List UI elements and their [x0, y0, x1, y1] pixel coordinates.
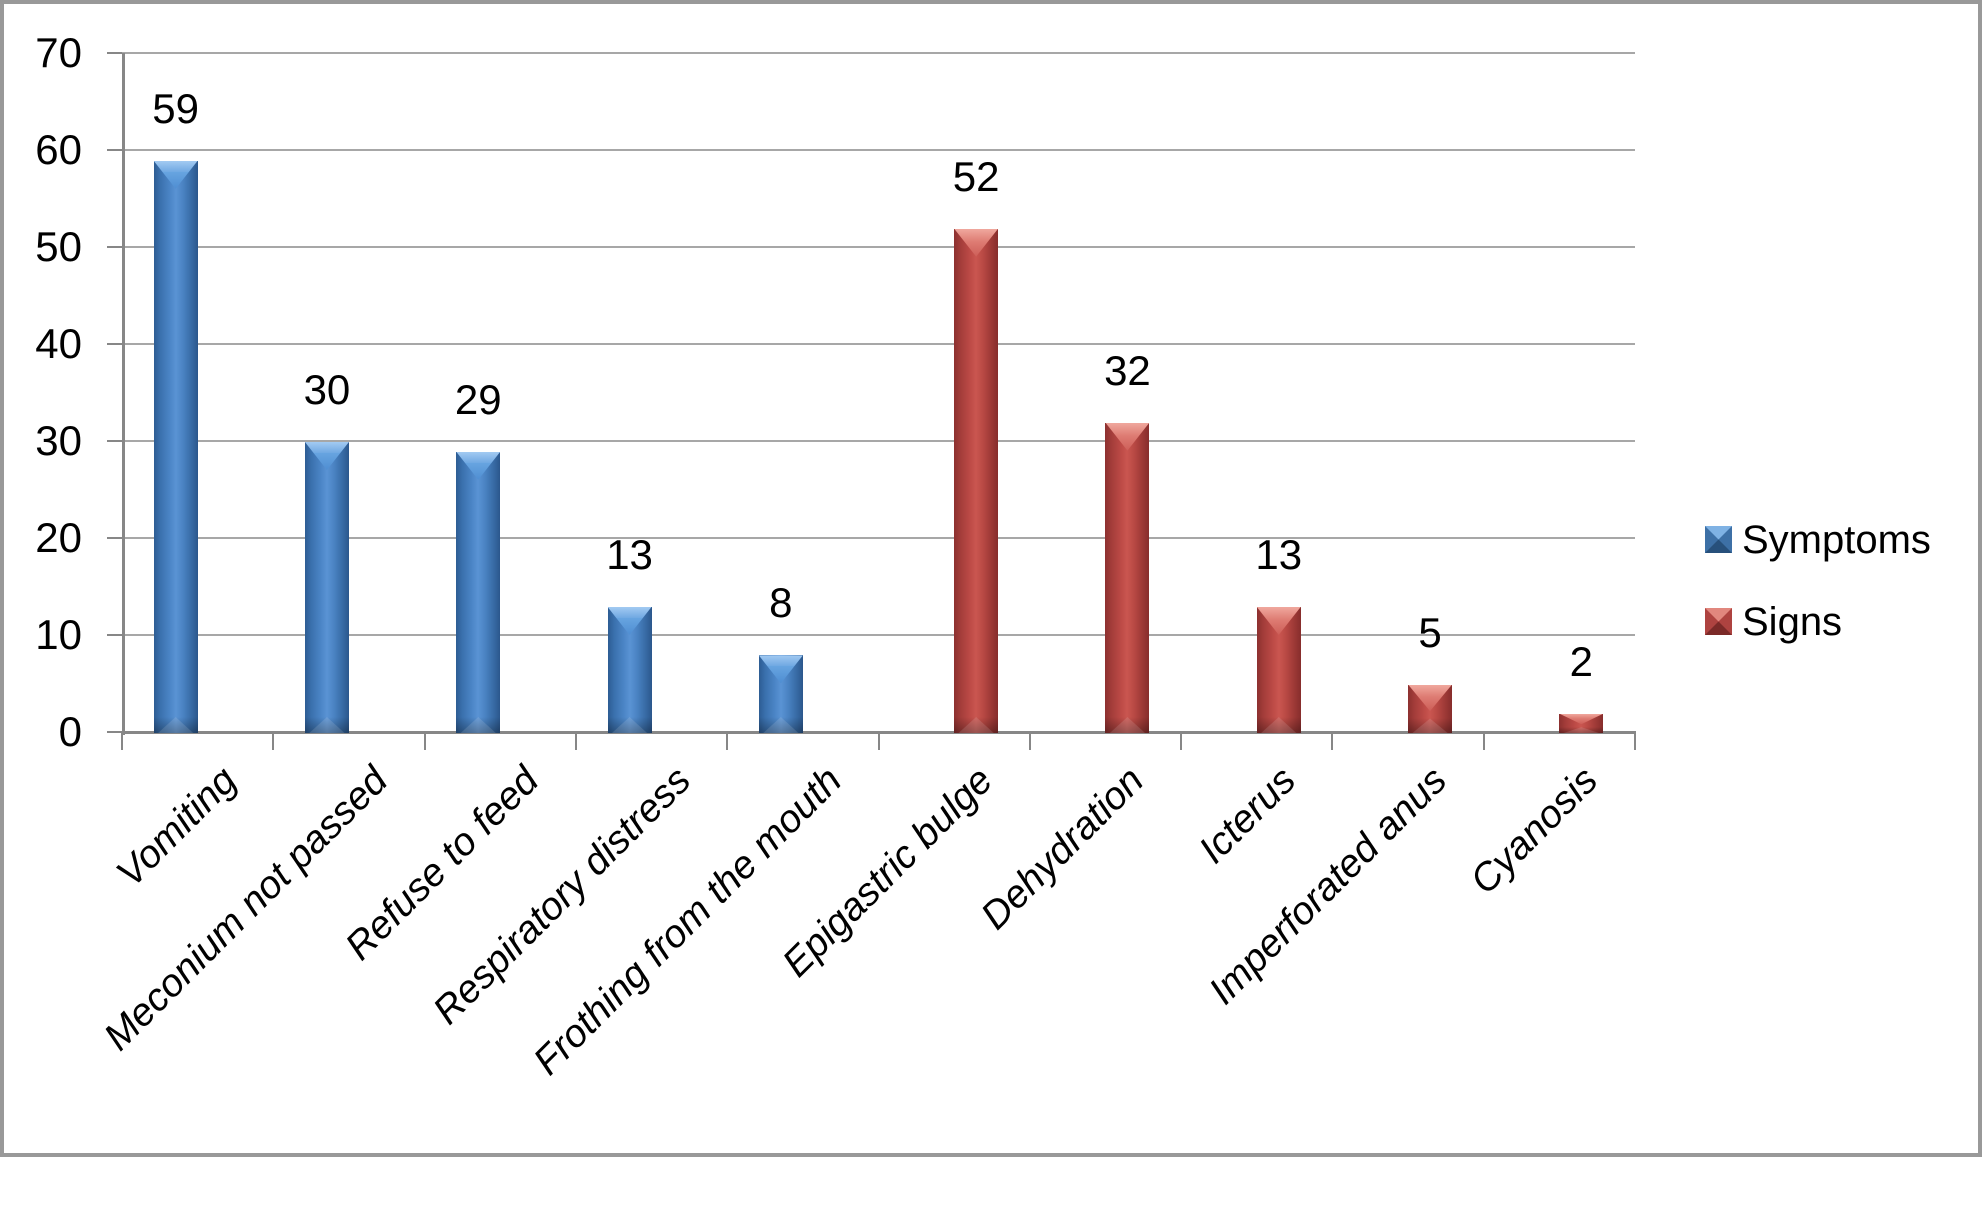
y-axis-tick [107, 343, 122, 345]
x-axis-tick [574, 732, 577, 750]
bar-bottom-bevel [954, 716, 999, 733]
bar-value-label: 13 [1255, 530, 1303, 578]
bar-cyanosis [1559, 713, 1604, 733]
bar-icterus [1256, 606, 1301, 733]
y-axis-tick-label: 30 [35, 417, 82, 464]
bar-bottom-bevel [456, 716, 501, 733]
bar-value-label: 59 [152, 84, 199, 132]
bar-value-label: 32 [1104, 346, 1151, 394]
gridline [122, 634, 1635, 636]
bar-vomiting [153, 160, 198, 733]
y-axis-tick [107, 634, 122, 636]
y-axis-tick [107, 52, 122, 54]
x-axis-tick [877, 732, 880, 750]
bar-bottom-bevel [1559, 727, 1604, 733]
x-axis-tick [121, 732, 123, 750]
legend-marker-signs-icon [1705, 608, 1732, 635]
y-axis-line [122, 53, 125, 735]
x-axis-tick [1634, 732, 1636, 750]
x-axis-tick [1028, 732, 1031, 750]
bar-bottom-bevel [1408, 718, 1453, 733]
legend-label-signs: Signs [1742, 600, 1843, 644]
y-axis-tick [107, 537, 122, 539]
bar-bottom-bevel [153, 716, 198, 733]
bar-body [304, 442, 349, 733]
bar-top-bevel [1559, 713, 1604, 725]
bar-bottom-bevel [1105, 716, 1150, 733]
legend-marker-symptoms-icon [1705, 526, 1732, 553]
bar-respiratory-distress [607, 606, 652, 733]
gridline [122, 537, 1635, 539]
bar-value-label: 13 [606, 530, 653, 578]
y-axis-tick-label: 70 [35, 29, 82, 76]
bar-bottom-bevel [758, 716, 803, 733]
bar-frothing-from-the-mouth [758, 655, 803, 733]
bar-body [1105, 422, 1150, 733]
x-axis-tick [1331, 732, 1334, 750]
y-axis-tick-label: 50 [35, 223, 82, 270]
bar-bottom-bevel [607, 716, 652, 733]
x-axis-tick [1180, 732, 1183, 750]
bar-refuse-to-feed [456, 451, 501, 733]
y-axis-tick-label: 60 [35, 126, 82, 173]
bar-body [456, 451, 501, 733]
bar-value-label: 2 [1569, 637, 1594, 685]
gridline [122, 149, 1635, 151]
gridline [122, 343, 1635, 345]
bar-meconium-not-passed [304, 442, 349, 733]
gridline [122, 246, 1635, 248]
x-axis-tick [1482, 732, 1485, 750]
x-axis-tick [726, 732, 729, 750]
bar-body [954, 228, 999, 733]
bar-imperforated-anus [1408, 684, 1453, 733]
legend-label-symptoms: Symptoms [1742, 518, 1931, 562]
gridline [122, 440, 1635, 442]
y-axis-tick [107, 149, 122, 151]
x-axis-tick [272, 732, 275, 750]
y-axis-tick [107, 731, 122, 733]
y-axis-tick-label: 10 [35, 611, 82, 658]
y-axis-tick-label: 20 [35, 514, 82, 561]
y-axis-tick [107, 440, 122, 442]
bar-value-label: 8 [769, 579, 793, 627]
y-axis-tick-label: 0 [58, 708, 82, 755]
bar-value-label: 29 [454, 375, 502, 423]
bar-value-label: 52 [952, 152, 1000, 200]
y-axis-tick [107, 246, 122, 248]
y-axis-tick-label: 40 [35, 320, 82, 367]
bar-epigastric-bulge [954, 228, 999, 733]
bar-bottom-bevel [1256, 716, 1301, 733]
bar-value-label: 5 [1418, 608, 1442, 656]
chart-canvas: 0 10 20 30 40 50 60 70 59 30 29 13 8 52 32 13 5 2 Vomiting… [0, 0, 1982, 1157]
bar-value-label: 30 [303, 366, 351, 413]
gridline [122, 52, 1635, 54]
x-axis-tick [423, 732, 426, 750]
bar-dehydration [1105, 422, 1150, 733]
bar-bottom-bevel [304, 717, 349, 733]
bar-body [153, 160, 198, 733]
